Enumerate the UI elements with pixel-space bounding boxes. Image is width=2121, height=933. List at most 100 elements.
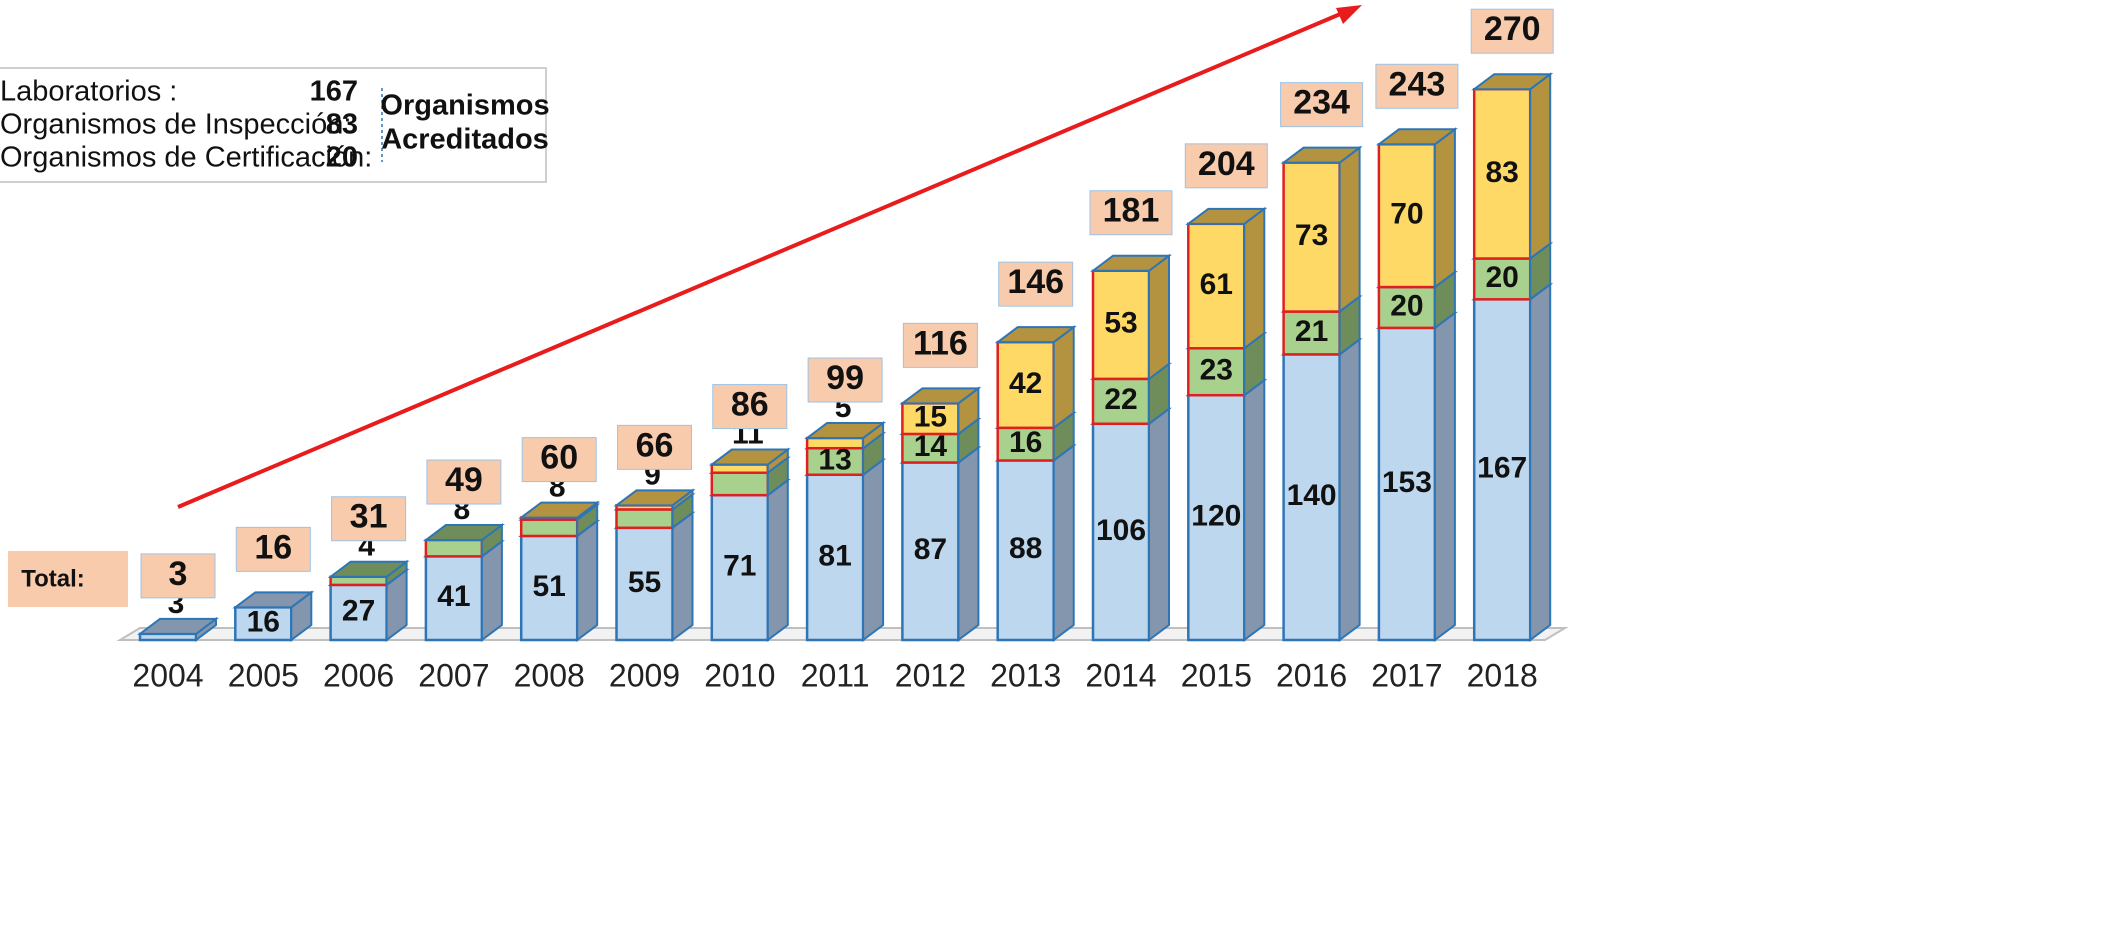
legend-title: Acreditados [381, 124, 549, 156]
x-tick-label: 2008 [514, 657, 585, 693]
total-label: Total: [21, 565, 85, 592]
total-box [998, 261, 1074, 307]
value-label: 120 [1191, 500, 1241, 533]
bar-top [232, 591, 315, 609]
total-box [331, 496, 407, 542]
value-label: 61 [1200, 268, 1233, 301]
x-tick-label: 2004 [132, 657, 203, 693]
total-value: 243 [1389, 65, 1446, 103]
x-tick-label: 2013 [990, 657, 1061, 693]
legend-value: 20 [326, 142, 358, 174]
bar-segment [1091, 269, 1151, 381]
bar-segment [1472, 87, 1532, 260]
bar-side [1243, 206, 1266, 351]
total-label-box [8, 551, 128, 607]
bar-side [1529, 72, 1552, 261]
bar-top [422, 524, 505, 542]
value-label: 106 [1096, 514, 1146, 547]
total-box [617, 424, 692, 470]
legend-label: Laboratorios : [0, 76, 177, 108]
legend-box [0, 67, 547, 183]
total-value: 86 [731, 386, 769, 424]
value-label: 15 [914, 401, 947, 434]
bar-segment [329, 583, 388, 642]
bar-top [137, 617, 219, 635]
bar-side [1433, 127, 1456, 290]
x-tick-label: 2011 [801, 657, 870, 693]
total-box [140, 553, 216, 599]
bar-side [671, 510, 694, 642]
total-box [807, 357, 883, 403]
bar-side [1243, 378, 1266, 642]
bar-top [899, 387, 982, 405]
x-tick-label: 2007 [418, 657, 489, 693]
bar-segment [519, 534, 579, 642]
bar-top [327, 560, 410, 578]
total-value: 181 [1103, 192, 1160, 230]
total-box [902, 322, 978, 368]
x-tick-label: 2018 [1467, 657, 1538, 693]
value-label: 83 [1486, 156, 1519, 189]
bar-side [862, 457, 885, 642]
bar-top [708, 448, 791, 466]
total-value: 60 [540, 439, 578, 477]
total-box [712, 384, 788, 430]
bar-segment [424, 538, 484, 558]
total-value: 270 [1484, 10, 1541, 48]
bar-segment [234, 606, 293, 642]
bar-side [1338, 145, 1361, 314]
x-tick-label: 2017 [1371, 657, 1442, 693]
value-label: 73 [1295, 219, 1328, 252]
bar-top [804, 422, 887, 440]
value-label: 21 [1295, 315, 1328, 348]
value-label: 22 [1104, 383, 1137, 416]
total-value: 31 [350, 498, 388, 536]
total-value: 116 [913, 324, 968, 362]
value-label: 20 [1390, 289, 1423, 322]
bar-segment [996, 426, 1055, 462]
x-tick-label: 2016 [1276, 657, 1347, 693]
legend-value: 167 [310, 76, 358, 108]
value-label: 14 [914, 430, 948, 463]
bar-side [1338, 337, 1361, 642]
trend-arrow [177, 10, 1346, 509]
total-box [235, 526, 311, 572]
bar-segment [329, 575, 388, 587]
total-value: 146 [1007, 263, 1064, 301]
value-label: 51 [533, 570, 566, 603]
bar-side [1052, 443, 1075, 642]
x-tick-label: 2015 [1181, 657, 1252, 693]
bar-top [1090, 254, 1172, 272]
value-label: 53 [1104, 307, 1137, 340]
bar-top [994, 326, 1077, 344]
x-tick-label: 2006 [323, 657, 394, 693]
x-tick-label: 2010 [704, 657, 775, 693]
bar-top [613, 489, 696, 507]
total-value: 204 [1198, 145, 1255, 183]
value-label: 42 [1009, 367, 1042, 400]
value-label: 71 [723, 550, 756, 583]
value-label: 13 [818, 443, 851, 476]
total-value: 3 [169, 555, 188, 593]
total-box [426, 459, 502, 505]
value-label: 55 [628, 566, 661, 599]
bar-segment [615, 526, 674, 642]
value-label: 87 [914, 533, 947, 566]
bar-segment [1282, 161, 1341, 313]
bar-top [518, 501, 601, 519]
bar-segment [710, 471, 770, 497]
total-box [1089, 190, 1173, 236]
x-tick-label: 2005 [228, 657, 299, 693]
bar-segment [901, 402, 960, 436]
total-box [1184, 143, 1268, 189]
total-box [1375, 63, 1459, 109]
bar-side [576, 518, 599, 642]
bar-segment [1377, 326, 1437, 642]
total-box [1470, 8, 1554, 54]
bar-top [1185, 207, 1268, 225]
x-tick-label: 2012 [895, 657, 966, 693]
legend-label: Organismos de Inspección: [0, 109, 351, 141]
total-box [521, 437, 597, 483]
bar-segment [710, 463, 770, 474]
value-label: 16 [1009, 426, 1042, 459]
